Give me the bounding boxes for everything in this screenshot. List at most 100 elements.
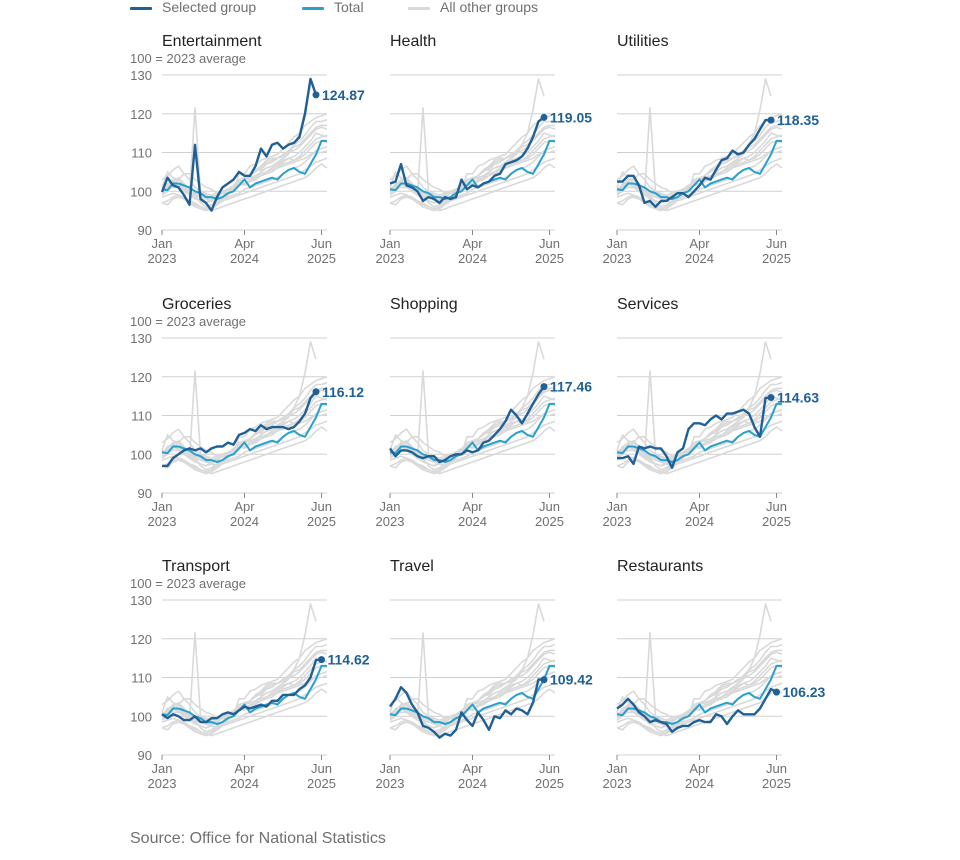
other-series-line: [389, 426, 556, 475]
other-series-line: [389, 682, 556, 737]
total-series-line: [161, 139, 327, 200]
other-series-line: [616, 688, 783, 737]
x-tick-year: 2024: [685, 514, 714, 529]
other-series-line: [389, 157, 556, 212]
selected-end-label: 116.12: [322, 384, 364, 400]
panel-title: Restaurants: [617, 558, 703, 575]
x-tick-year: 2023: [148, 251, 177, 266]
x-tick-month: Jan: [152, 236, 173, 251]
other-series-line: [616, 420, 783, 475]
total-series-line: [161, 664, 327, 725]
legend-swatch-total: [302, 7, 324, 10]
other-series-line: [161, 420, 328, 475]
x-tick-month: Apr: [234, 499, 255, 514]
selected-end-label: 118.35: [777, 112, 819, 128]
selected-end-label: 124.87: [322, 87, 365, 103]
total-series-line: [389, 139, 555, 200]
panel-subtitle: 100 = 2023 average: [130, 51, 246, 66]
x-tick-year: 2023: [603, 776, 632, 791]
x-tick-month: Jun: [766, 761, 787, 776]
legend-swatch-selected: [130, 7, 152, 10]
y-tick-label: 100: [130, 709, 152, 724]
selected-end-point: [312, 91, 320, 99]
y-tick-label: 110: [131, 671, 152, 686]
selected-end-point: [540, 113, 548, 121]
x-tick-year: 2024: [685, 251, 714, 266]
panel-title: Transport: [162, 558, 230, 575]
x-tick-month: Jan: [380, 236, 401, 251]
x-tick-month: Jun: [311, 236, 332, 251]
other-series-line: [161, 426, 328, 475]
x-tick-year: 2023: [376, 514, 405, 529]
y-tick-label: 100: [130, 447, 152, 462]
legend-label-selected: Selected group: [162, 0, 257, 15]
y-tick-label: 90: [138, 223, 152, 238]
x-tick-month: Jun: [539, 499, 560, 514]
x-tick-year: 2024: [230, 776, 259, 791]
x-tick-month: Jun: [311, 761, 332, 776]
selected-end-point: [767, 394, 775, 402]
legend-swatch-others: [408, 7, 430, 10]
x-tick-year: 2024: [685, 776, 714, 791]
selected-series-line: [389, 678, 545, 739]
x-tick-year: 2024: [458, 776, 487, 791]
y-tick-label: 130: [130, 68, 152, 83]
other-series-line: [616, 426, 783, 475]
x-tick-month: Apr: [689, 761, 710, 776]
selected-series-line: [160, 77, 318, 212]
panel-subtitle: 100 = 2023 average: [130, 314, 246, 329]
x-tick-year: 2023: [376, 776, 405, 791]
other-series-line: [616, 682, 783, 737]
y-tick-label: 100: [130, 184, 152, 199]
other-series-line: [389, 420, 556, 475]
selected-end-point: [773, 688, 780, 696]
y-tick-label: 110: [131, 409, 152, 424]
selected-end-label: 109.42: [550, 672, 593, 688]
x-tick-year: 2023: [603, 514, 632, 529]
selected-series-line: [389, 116, 545, 205]
other-series-line: [161, 682, 328, 737]
x-tick-month: Apr: [689, 236, 710, 251]
x-tick-month: Apr: [462, 499, 483, 514]
panel-title: Entertainment: [162, 33, 262, 50]
x-tick-year: 2025: [762, 514, 791, 529]
selected-end-label: 119.05: [550, 109, 592, 125]
selected-series-line: [617, 118, 771, 208]
y-tick-label: 90: [138, 748, 152, 763]
legend-label-others: All other groups: [440, 0, 539, 15]
selected-end-point: [312, 388, 320, 396]
x-tick-month: Jun: [766, 236, 787, 251]
x-tick-year: 2023: [603, 251, 632, 266]
source-note: Source: Office for National Statistics: [130, 830, 386, 847]
x-tick-month: Jun: [539, 761, 560, 776]
y-tick-label: 110: [131, 146, 152, 161]
selected-series-line: [161, 658, 322, 724]
panel-title: Health: [390, 33, 436, 50]
other-series-line: [389, 163, 556, 212]
total-series-line: [389, 402, 555, 463]
x-tick-year: 2025: [535, 514, 564, 529]
panel-subtitle: 100 = 2023 average: [130, 576, 246, 591]
selected-series-line: [617, 396, 772, 469]
total-series-line: [616, 402, 782, 463]
x-tick-year: 2025: [307, 251, 336, 266]
x-tick-month: Apr: [234, 236, 255, 251]
panel-title: Services: [617, 296, 678, 313]
x-tick-year: 2024: [458, 514, 487, 529]
selected-end-label: 117.46: [550, 379, 592, 395]
x-tick-month: Jan: [152, 499, 173, 514]
x-tick-month: Jan: [607, 499, 628, 514]
x-tick-year: 2025: [762, 251, 791, 266]
total-series-line: [616, 664, 782, 725]
x-tick-month: Jan: [380, 499, 401, 514]
x-tick-year: 2025: [535, 251, 564, 266]
x-tick-year: 2025: [307, 776, 336, 791]
x-tick-year: 2024: [230, 251, 259, 266]
x-tick-year: 2023: [376, 251, 405, 266]
panel-title: Groceries: [162, 296, 231, 313]
panel-title: Travel: [390, 558, 434, 575]
